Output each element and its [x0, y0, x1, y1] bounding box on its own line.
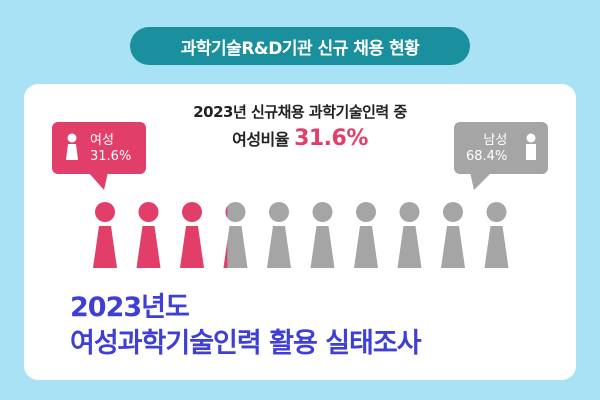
- male-figure: [441, 202, 465, 268]
- figure-head: [399, 202, 420, 222]
- header-title: 과학기술R&D기관 신규 채용 현황: [130, 27, 470, 65]
- male-figure: [310, 202, 335, 268]
- female-figure: [136, 202, 161, 268]
- male-figure: [484, 202, 509, 268]
- female-figure: [93, 202, 117, 268]
- male-value: 68.4%: [466, 149, 508, 164]
- figure-body: [223, 226, 248, 268]
- male-person-icon: [526, 133, 536, 160]
- chart-title: 2023년 신규채용 과학기술인력 중: [193, 103, 407, 121]
- figure-head: [182, 202, 202, 222]
- figure-head: [95, 202, 115, 222]
- figure-body: [397, 226, 422, 268]
- subtitle-value: 31.6%: [294, 126, 368, 151]
- male-figure: [397, 202, 422, 268]
- figure-body: [136, 226, 161, 268]
- female-person-icon: [66, 133, 78, 160]
- figure-body: [310, 226, 335, 268]
- subtitle-label: 여성비율: [232, 130, 289, 149]
- chart-subtitle: 여성비율 31.6%: [0, 126, 600, 151]
- female-bubble-tail: [88, 172, 108, 190]
- female-bubble: 여성 31.6%: [52, 122, 146, 174]
- headline-line2: 여성과학기술인력 활용 실태조사: [70, 328, 422, 359]
- male-label: 남성: [483, 133, 508, 148]
- figure-head: [312, 202, 333, 222]
- male-bubble-tail: [470, 172, 492, 190]
- figure-body: [93, 226, 117, 268]
- female-label: 여성: [90, 133, 114, 148]
- male-figure: [354, 202, 378, 268]
- figure-body: [180, 226, 204, 268]
- figure-body: [223, 241, 228, 268]
- figure-body: [441, 226, 465, 268]
- figure-head: [138, 202, 159, 222]
- female-value: 31.6%: [90, 149, 132, 164]
- figure-body: [267, 226, 291, 268]
- female-figure: [180, 202, 204, 268]
- headline-line1: 2023년도: [70, 292, 190, 323]
- figure-head: [225, 202, 246, 222]
- male-figure: [223, 202, 248, 268]
- figure-body: [354, 226, 378, 268]
- figure-body: [484, 226, 509, 268]
- male-figure: [267, 202, 291, 268]
- male-bubble: 남성 68.4%: [454, 122, 548, 174]
- figure-head: [356, 202, 376, 222]
- figure-head: [443, 202, 463, 222]
- figure-head: [269, 202, 289, 222]
- figure-head: [225, 206, 228, 218]
- female-figure-partial: [223, 206, 228, 268]
- figure-head: [486, 202, 507, 222]
